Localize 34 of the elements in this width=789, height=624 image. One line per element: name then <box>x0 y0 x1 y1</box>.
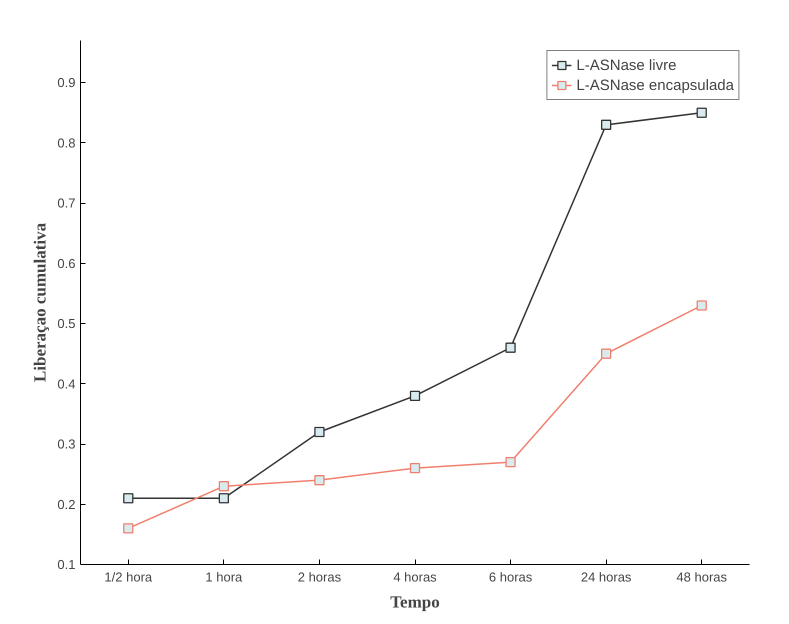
x-tick-label: 2 horas <box>298 570 342 584</box>
y-tick-label: 0.7 <box>57 196 76 211</box>
point <box>505 456 516 468</box>
point <box>218 481 230 492</box>
point <box>314 475 325 486</box>
y-tick-label: 0.3 <box>57 436 76 452</box>
y-tick-label: 0.4 <box>57 376 76 392</box>
legend-label: L-ASNase encapsulada <box>576 76 734 94</box>
point <box>314 426 325 438</box>
y-tick-label: 0.5 <box>57 316 76 332</box>
legend-label: L-ASNase livre <box>576 56 676 74</box>
x-tick-label: 6 horas <box>488 570 533 584</box>
point <box>505 342 516 353</box>
point <box>696 108 707 118</box>
y-tick-label: 0.9 <box>57 75 76 90</box>
point <box>218 493 230 504</box>
point <box>410 390 420 402</box>
y-tick-label: 0.1 <box>57 557 76 572</box>
x-tick-label: 1 hora <box>205 570 244 584</box>
point <box>123 493 134 504</box>
point <box>123 523 134 534</box>
x-tick-label: 24 horas <box>580 570 632 584</box>
y-tick-label: 0.2 <box>57 496 76 512</box>
x-tick-label: 48 horas <box>676 570 728 584</box>
y-axis-title: Liberaçao cumulativa <box>30 222 50 382</box>
x-tick-label: 4 horas <box>393 570 438 584</box>
point <box>600 120 612 130</box>
point <box>410 462 420 474</box>
point <box>600 348 612 359</box>
x-axis-title: Tempo <box>390 592 440 612</box>
y-tick-label: 0.6 <box>57 256 76 271</box>
point <box>696 300 707 311</box>
y-tick-label: 0.8 <box>57 135 76 150</box>
x-tick-label: 1/2 hora <box>104 570 153 584</box>
